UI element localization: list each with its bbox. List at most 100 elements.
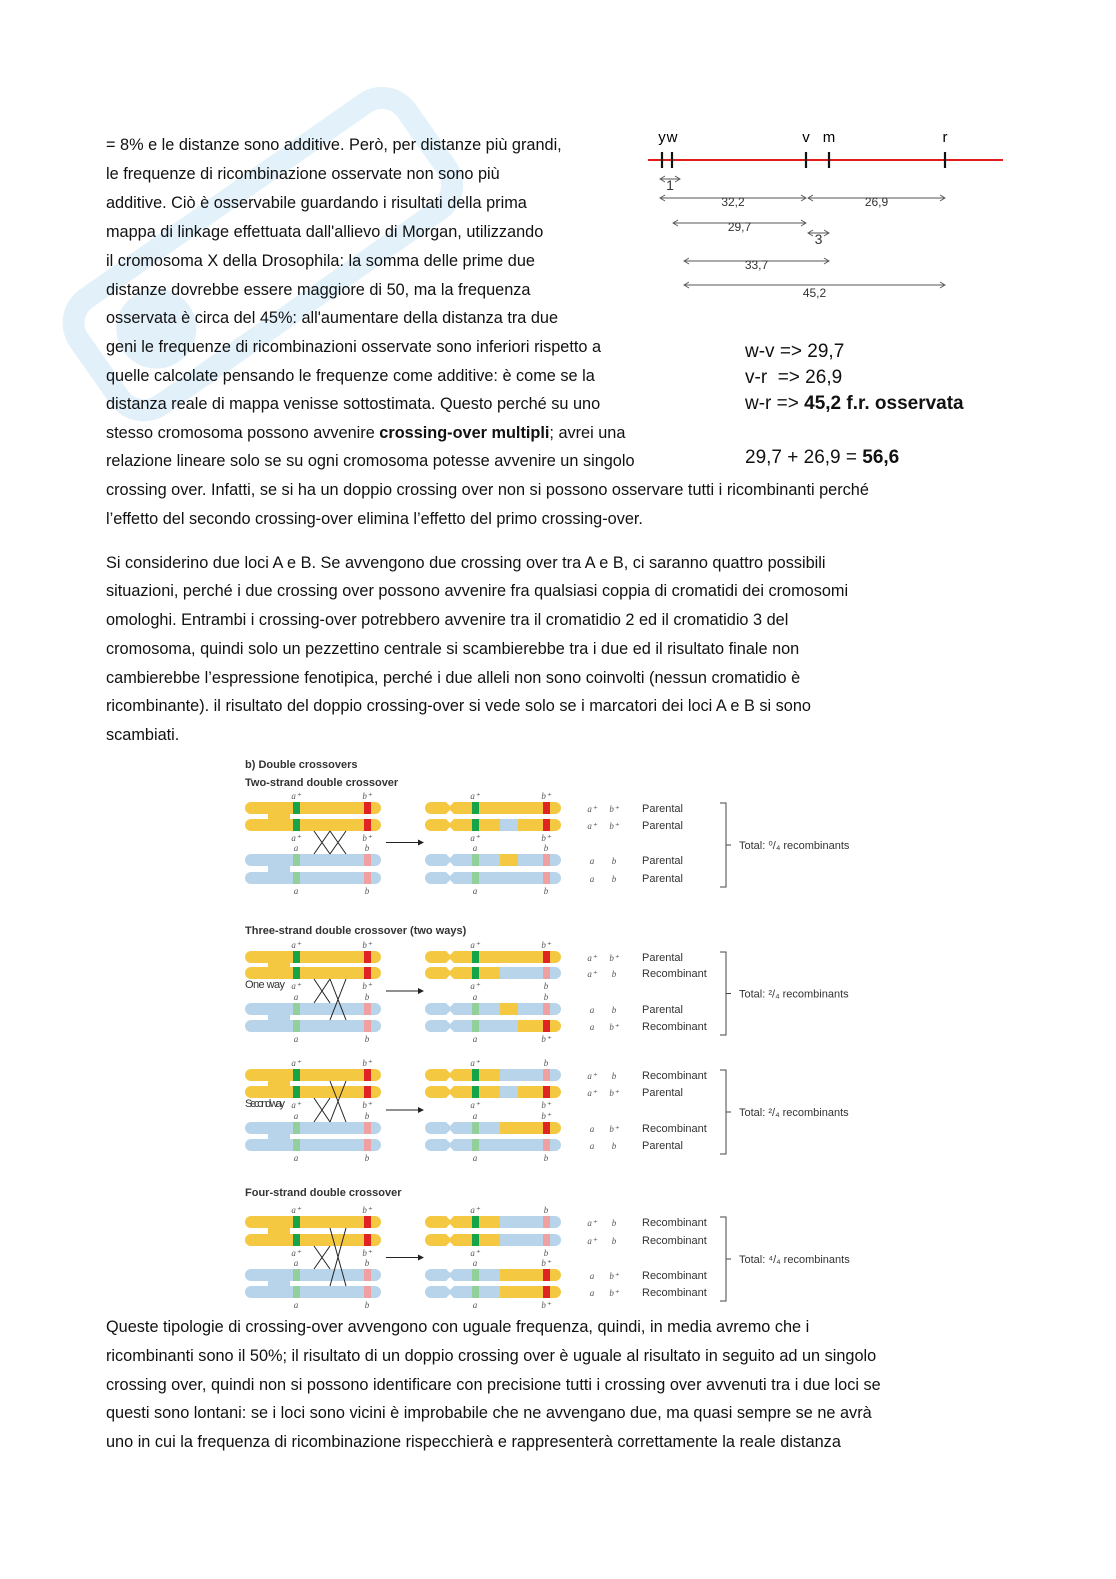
centromere-notch	[245, 1081, 268, 1086]
allele-label: a⁺	[470, 833, 481, 843]
text-line: omologhi. Entrambi i crossing-over potre…	[106, 610, 788, 630]
text-line: distanza reale di mappa venisse sottosti…	[106, 394, 600, 414]
allele-label: a	[473, 1153, 478, 1163]
text-line: scambiati.	[106, 725, 179, 745]
allele-label: a	[294, 843, 299, 853]
arrow-head	[659, 175, 681, 183]
formula-text: v-r => 26,9	[745, 367, 843, 388]
crossover-lines	[329, 978, 347, 1021]
text-segment: scambiati.	[106, 726, 180, 744]
recombinant-chromatid	[425, 967, 561, 979]
allele-label: b⁺	[541, 1100, 552, 1110]
allele-label: b	[544, 1248, 549, 1258]
way-label: One way	[245, 979, 286, 991]
text-line: osservata è circa del 45%: all'aumentare…	[106, 308, 558, 328]
crossover-panel: Two-strand double crossover a⁺ b⁺ a⁺ b⁺ a b a b a…	[245, 777, 850, 896]
allele-label: a⁺	[291, 940, 302, 950]
total-label: Total: ²/₄ recombinants	[739, 1107, 849, 1119]
centromere	[268, 1009, 290, 1026]
locus-b-marker	[364, 1086, 371, 1098]
locus-a-marker	[293, 967, 300, 979]
crossover-lines	[313, 1097, 331, 1123]
locus-a-marker	[293, 1020, 300, 1032]
allele-label: a	[590, 1271, 595, 1281]
allele-label: b⁺	[541, 940, 552, 950]
chromatid	[245, 1139, 381, 1151]
allele-label: b⁺	[541, 1300, 552, 1310]
centromere	[268, 1128, 290, 1145]
allele-label: a	[590, 1124, 595, 1134]
result-label: Parental	[642, 803, 683, 815]
text-segment: cambierebbe l’espressione fenotipica, pe…	[106, 669, 801, 687]
chromatid	[245, 1122, 381, 1134]
text-line: le frequenze di ricombinazione osservate…	[106, 164, 500, 184]
formula-text: 56,6	[862, 447, 900, 468]
text-line: relazione lineare solo se su ogni cromos…	[106, 451, 635, 471]
panel-title: Four-strand double crossover	[245, 1187, 402, 1199]
allele-label: a⁺	[470, 1205, 481, 1215]
locus-a-marker	[293, 951, 300, 963]
chromatid	[245, 1020, 381, 1032]
chromatid	[245, 1086, 381, 1098]
allele-label: b	[612, 1141, 617, 1151]
bracket	[720, 802, 731, 888]
recombinant-chromatid	[425, 1086, 561, 1098]
allele-label: a⁺	[587, 953, 598, 963]
text-line: Si considerino due loci A e B. Se avveng…	[106, 553, 826, 573]
centromere	[268, 808, 290, 825]
formula-line: w-r => 45,2 f.r. osservata	[745, 393, 964, 415]
text-line: Queste tipologie di crossing-over avveng…	[106, 1317, 809, 1337]
allele-label: b	[612, 874, 617, 884]
recombinant-chromatid	[425, 1069, 561, 1081]
result-label: Recombinant	[642, 968, 707, 980]
locus-b-marker	[364, 819, 371, 831]
chromatid	[245, 1269, 381, 1281]
locus-a-marker	[293, 819, 300, 831]
text-line: questi sono lontani: se i loci sono vici…	[106, 1403, 872, 1423]
text-segment: l’effetto del secondo crossing-over elim…	[106, 510, 643, 528]
allele-label: b⁺	[362, 1205, 373, 1215]
allele-label: a⁺	[291, 791, 302, 801]
bracket	[720, 1069, 731, 1155]
chromatid	[245, 1216, 381, 1228]
chromatid	[245, 951, 381, 963]
locus-a-marker	[293, 1216, 300, 1228]
allele-label: a	[473, 992, 478, 1002]
arrow-head	[807, 194, 946, 202]
allele-label: b	[365, 1111, 370, 1121]
arrow-head	[659, 194, 807, 202]
distance-label: 26,9	[865, 195, 889, 209]
text-line: additive. Ciò è osservabile guardando i …	[106, 193, 527, 213]
allele-label: b⁺	[541, 833, 552, 843]
formula-text: 29,7 + 26,9 =	[745, 447, 863, 468]
text-segment: crossing over, quindi non si possono ide…	[106, 1376, 881, 1394]
result-label: Parental	[642, 820, 683, 832]
text-line: stesso cromosoma possono avvenire crossi…	[106, 423, 625, 443]
result-label: Parental	[642, 1004, 683, 1016]
allele-label: b⁺	[362, 981, 373, 991]
allele-label: a	[473, 1111, 478, 1121]
crossover-panel: Three-strand double crossover (two ways)…	[245, 925, 849, 1044]
allele-label: a	[590, 1288, 595, 1298]
allele-label: b	[612, 856, 617, 866]
allele-label: b⁺	[362, 1100, 373, 1110]
text-segment: distanze dovrebbe essere maggiore di 50,…	[106, 281, 531, 299]
allele-label: b	[612, 1071, 617, 1081]
allele-label: a	[294, 1111, 299, 1121]
allele-label: b	[544, 992, 549, 1002]
recombinant-chromatid	[425, 1020, 561, 1032]
crossover-lines	[329, 830, 347, 855]
distance-label: 45,2	[803, 286, 827, 300]
arrow-head	[418, 988, 424, 994]
chromatid	[245, 967, 381, 979]
allele-label: a⁺	[587, 804, 598, 814]
text-segment: osservata è circa del 45%: all'aumentare…	[106, 309, 559, 327]
result-label: Parental	[642, 952, 683, 964]
crossover-lines	[313, 830, 331, 855]
recombinant-chromatid	[425, 854, 561, 866]
recombinant-chromatid	[425, 1216, 561, 1228]
centromere	[268, 1275, 290, 1292]
text-line: uno in cui la frequenza di ricombinazion…	[106, 1432, 841, 1452]
locus-a-marker	[293, 1069, 300, 1081]
centromere-notch	[245, 963, 268, 967]
